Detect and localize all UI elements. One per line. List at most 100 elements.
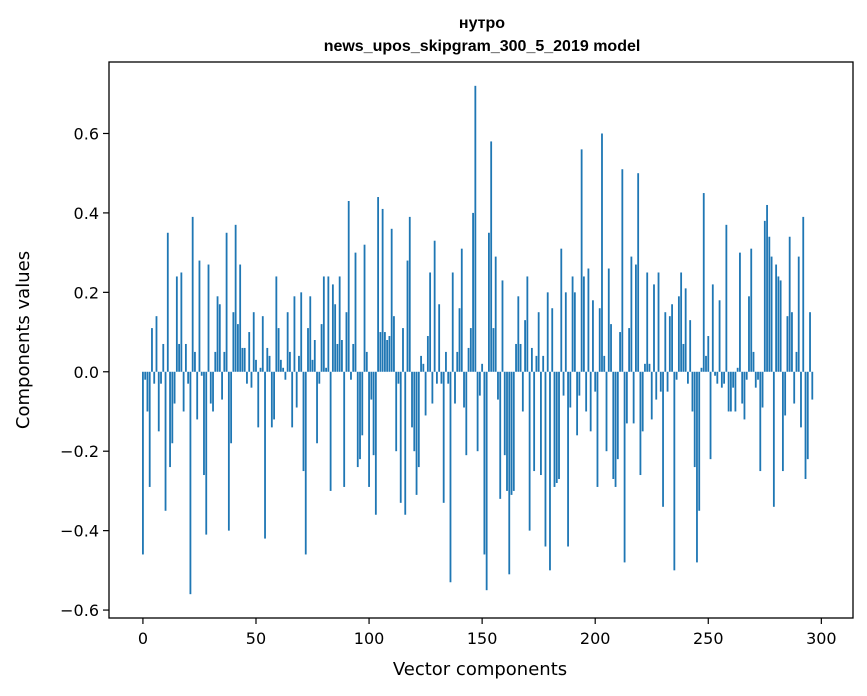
bar [282, 367, 285, 372]
bar [748, 296, 750, 372]
bar [386, 340, 389, 372]
bar [605, 371, 608, 452]
bar [411, 371, 413, 428]
bar [795, 351, 798, 372]
bar [350, 371, 352, 380]
bar [404, 371, 407, 515]
bar [806, 371, 809, 460]
bar [553, 371, 556, 487]
bar [354, 252, 357, 372]
bar [567, 371, 569, 547]
bar [264, 371, 266, 539]
x-tick-label: 0 [138, 629, 148, 648]
bar [662, 371, 664, 507]
bar [234, 224, 237, 372]
bar [519, 343, 522, 372]
bar [399, 371, 402, 503]
bar [682, 343, 685, 372]
bar [390, 228, 393, 372]
bar [757, 371, 759, 380]
y-tick-label: −0.2 [60, 442, 99, 461]
bar [318, 371, 321, 384]
bar [729, 371, 732, 412]
bar [576, 371, 579, 436]
bar [725, 224, 728, 372]
bar [433, 240, 436, 372]
bar [426, 336, 429, 372]
bar [379, 332, 382, 372]
bar [275, 276, 278, 372]
bar [440, 371, 443, 384]
bar [182, 371, 185, 412]
bar [345, 312, 348, 372]
bar [601, 133, 603, 372]
bar [621, 169, 624, 372]
bar [512, 371, 515, 491]
y-axis-ticks: −0.6 −0.4 −0.2 0.0 0.2 0.4 0.6 [60, 124, 109, 620]
bar [802, 216, 805, 372]
bar [291, 371, 294, 428]
bar [558, 371, 560, 479]
bar [528, 371, 531, 531]
bar [268, 355, 271, 372]
bar [352, 343, 355, 372]
bar [232, 312, 235, 372]
bar [383, 332, 386, 372]
bar [144, 371, 147, 380]
bar [709, 371, 712, 460]
bar [142, 371, 144, 555]
bar [542, 355, 545, 372]
x-axis-label: Vector components [393, 659, 567, 680]
bar [289, 351, 291, 372]
bar [546, 292, 549, 372]
bar [700, 367, 703, 372]
bar [655, 371, 658, 400]
bar [255, 359, 257, 372]
bar [429, 272, 432, 372]
bar [623, 371, 626, 563]
bar [173, 371, 176, 404]
bar [155, 316, 158, 372]
bar [549, 371, 551, 571]
bar [745, 371, 748, 380]
bar [372, 371, 375, 456]
bar [635, 264, 637, 372]
x-tick-label: 300 [806, 629, 837, 648]
x-tick-label: 50 [246, 629, 266, 648]
bar [809, 312, 811, 372]
bar [388, 336, 391, 372]
bar [707, 336, 710, 372]
bar [720, 371, 723, 388]
bar [684, 288, 687, 372]
bar [241, 347, 244, 372]
bar [447, 371, 450, 384]
bar [424, 371, 427, 416]
bar [180, 272, 183, 372]
bar [374, 371, 377, 515]
bar [718, 300, 721, 372]
bar [151, 328, 153, 372]
bar [445, 351, 447, 372]
bar [743, 371, 746, 420]
bar [304, 371, 307, 555]
bar [467, 347, 470, 372]
bar [463, 371, 465, 408]
bar [175, 276, 178, 372]
bar [632, 371, 635, 424]
bar [811, 371, 814, 400]
bar [474, 85, 477, 372]
bar [449, 371, 452, 583]
bar [659, 371, 662, 392]
bar [653, 284, 655, 372]
bar [166, 232, 169, 372]
bar [436, 371, 438, 384]
bar [711, 284, 714, 372]
bar [162, 343, 165, 372]
bar [338, 276, 341, 372]
bar [544, 371, 547, 547]
bar [759, 371, 762, 472]
bar [714, 371, 716, 376]
bar [689, 320, 692, 372]
bar [209, 371, 212, 404]
